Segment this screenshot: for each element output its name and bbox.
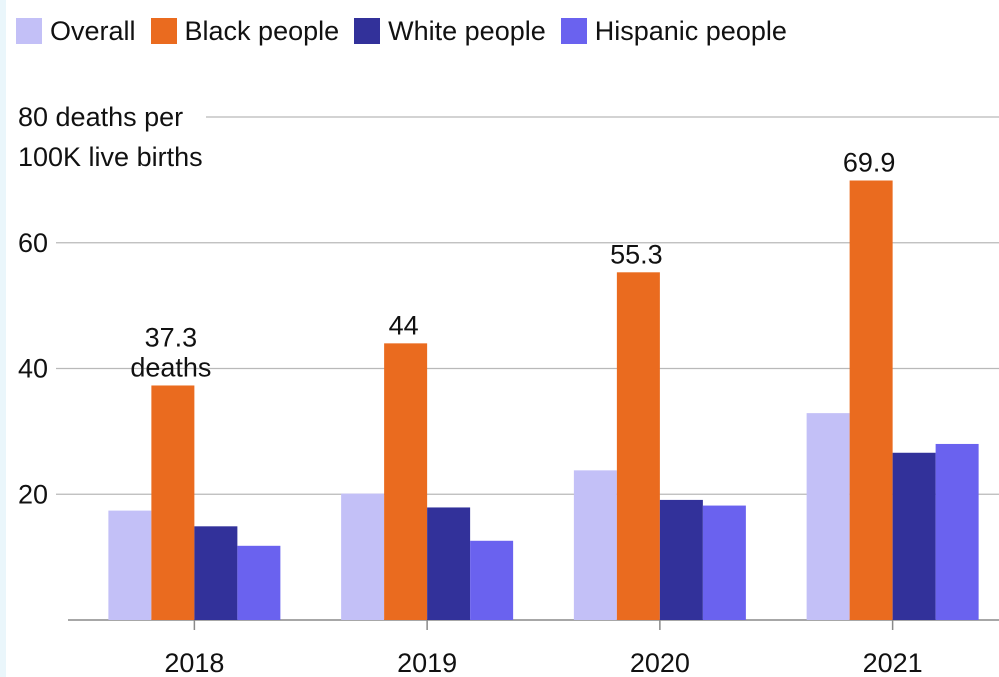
legend-item-hispanic-people: Hispanic people xyxy=(560,15,787,47)
legend-swatch xyxy=(150,18,177,44)
x-tick-label-2021: 2021 xyxy=(863,648,923,677)
bars xyxy=(108,180,979,620)
bar-hispanic-people-2020 xyxy=(702,505,746,620)
x-tick-label-2020: 2020 xyxy=(630,648,690,677)
bar-white-people-2020 xyxy=(659,499,703,620)
legend-label: Black people xyxy=(184,15,340,46)
legend-item-overall: Overall xyxy=(16,16,136,47)
y-tick-label-40: 40 xyxy=(18,354,48,384)
legend-label: Overall xyxy=(50,15,136,46)
bar-black-people-2018 xyxy=(151,385,195,620)
bar-hispanic-people-2021 xyxy=(935,443,979,620)
data-label-black-people-2020: 55.3 xyxy=(610,239,663,269)
x-axis: 2018 2019 2020 2021 xyxy=(164,620,923,677)
data-label-black-people-2018: 37.3 xyxy=(145,322,198,352)
bar-white-people-2019 xyxy=(427,507,471,620)
bar-hispanic-people-2018 xyxy=(237,545,281,620)
legend-item-white-people: White people xyxy=(354,16,546,47)
bar-overall-2020 xyxy=(573,470,617,620)
data-label-black-people-2019: 44 xyxy=(389,310,419,340)
legend-swatch xyxy=(16,18,42,44)
chart-frame: Overall Black people White people Hispanic … xyxy=(6,0,999,677)
legend-label: White people xyxy=(388,15,546,46)
data-label-black-people-2021: 69.9 xyxy=(843,148,896,178)
bar-white-people-2018 xyxy=(194,526,238,620)
legend-swatch xyxy=(560,18,587,44)
legend-swatch xyxy=(354,18,381,44)
y-tick-label-80: 80 deaths per xyxy=(18,102,183,132)
bar-black-people-2019 xyxy=(384,343,428,620)
y-unit-label: 100K live births xyxy=(18,142,203,172)
bar-overall-2021 xyxy=(806,413,850,620)
data-label-black-people-2018: deaths xyxy=(130,352,211,382)
bar-white-people-2021 xyxy=(892,452,936,620)
bar-hispanic-people-2019 xyxy=(470,540,514,620)
y-tick-label-20: 20 xyxy=(18,479,48,509)
y-axis: 20 40 60 80 deaths per 100K live births xyxy=(18,102,203,509)
legend: Overall Black people White people Hispanic … xyxy=(16,14,802,48)
bar-overall-2018 xyxy=(108,510,152,620)
x-tick-label-2018: 2018 xyxy=(164,648,224,677)
bar-overall-2019 xyxy=(341,493,385,620)
x-tick-label-2019: 2019 xyxy=(397,648,457,677)
bar-black-people-2020 xyxy=(616,272,660,620)
legend-label: Hispanic people xyxy=(594,15,787,46)
legend-item-black-people: Black people xyxy=(150,15,340,47)
y-tick-label-60: 60 xyxy=(18,228,48,258)
bar-black-people-2021 xyxy=(849,180,893,620)
